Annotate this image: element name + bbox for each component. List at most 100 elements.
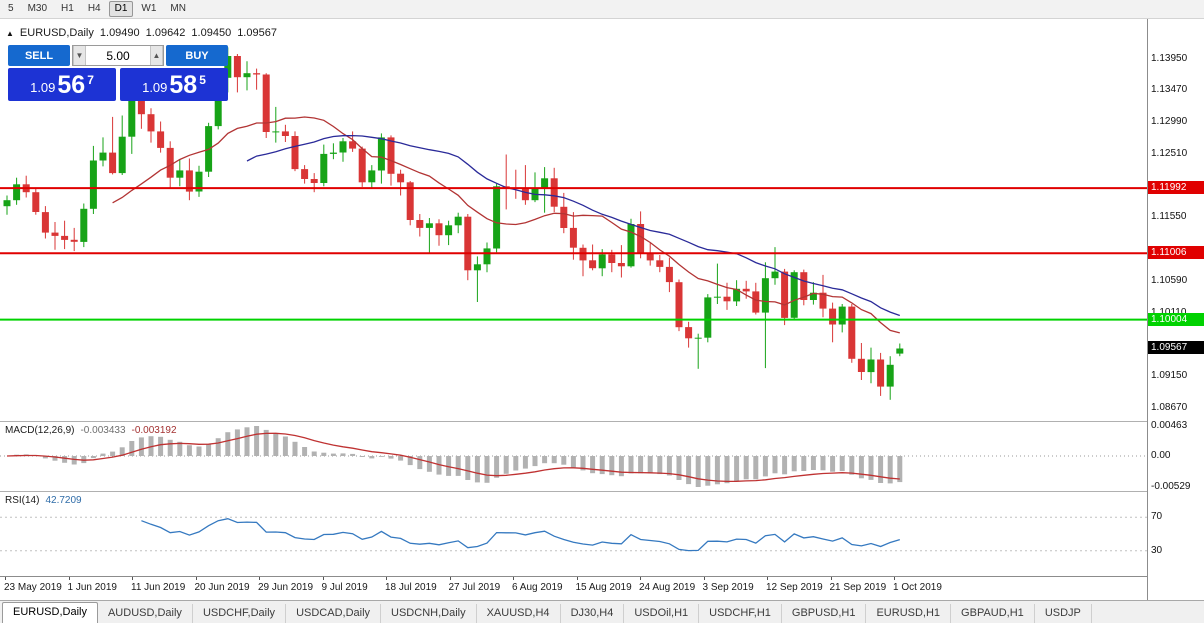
date-label: 18 Jul 2019: [385, 582, 437, 593]
price-tick: 1.10590: [1151, 274, 1188, 286]
date-label: 9 Jul 2019: [321, 582, 368, 593]
date-tick: [68, 577, 70, 580]
price-tick: 1.10110: [1151, 307, 1186, 318]
sell-price-display[interactable]: 1.09 56 7: [8, 68, 116, 101]
chart-tab-gbpaud-h1[interactable]: GBPAUD,H1: [951, 604, 1035, 623]
date-label: 11 Jun 2019: [131, 582, 186, 593]
date-label: 29 Jun 2019: [258, 582, 314, 593]
date-axis[interactable]: 23 May 2019 1 Jun 2019 11 Jun 2019 20 Jun 2…: [0, 576, 1147, 600]
chart-tab-usdchf-h1[interactable]: USDCHF,H1: [699, 604, 782, 623]
panel-toggle-icon[interactable]: ▲: [6, 28, 14, 38]
date-tick: [322, 577, 324, 580]
date-tick: [5, 577, 6, 580]
sell-price-big: 56: [57, 70, 86, 99]
date-tick: [449, 577, 451, 580]
price-tick: 1.09150: [1151, 370, 1188, 382]
chart-tab-usdcad-daily[interactable]: USDCAD,Daily: [286, 604, 382, 623]
date-label: 3 Sep 2019: [702, 582, 754, 593]
date-tick: [640, 577, 641, 580]
chart-tab-eurusd-h1[interactable]: EURUSD,H1: [866, 604, 952, 623]
rsi-value: 42.7209: [45, 495, 82, 506]
buy-price-big: 58: [169, 70, 198, 99]
chart-tab-usdjp[interactable]: USDJP: [1035, 604, 1092, 623]
chart-tab-usdcnh-daily[interactable]: USDCNH,Daily: [381, 604, 477, 623]
date-label: 24 Aug 2019: [639, 582, 696, 593]
rsi-title: RSI(14): [5, 495, 40, 506]
price-chart[interactable]: [0, 19, 1147, 421]
ohlc-high: 1.09642: [145, 27, 186, 39]
date-label: 15 Aug 2019: [575, 582, 632, 593]
current-price-flag: 1.09567: [1148, 341, 1204, 355]
chart-tab-eurusd-daily[interactable]: EURUSD,Daily: [2, 602, 98, 623]
macd-pane-divider[interactable]: [0, 421, 1204, 422]
date-tick: [386, 577, 387, 580]
volume-down-icon[interactable]: ▼: [73, 46, 86, 65]
sell-price-base: 1.09: [30, 79, 56, 95]
volume-up-icon[interactable]: ▲: [150, 46, 163, 65]
hline-price-flag: 1.11992: [1148, 181, 1204, 195]
timeframe-button-m30[interactable]: M30: [27, 3, 48, 14]
volume-value[interactable]: 5.00: [106, 48, 130, 63]
chart-tab-usdchf-daily[interactable]: USDCHF,Daily: [193, 604, 287, 623]
buy-price-sup: 5: [199, 72, 206, 87]
date-label: 21 Sep 2019: [829, 582, 887, 593]
timeframe-button-h1[interactable]: H1: [61, 3, 74, 14]
rsi-axis-label: 70: [1151, 511, 1163, 523]
date-label: 20 Jun 2019: [194, 582, 250, 593]
timeframe-button-w1[interactable]: W1: [141, 3, 157, 14]
rsi-axis-label: 30: [1151, 544, 1163, 556]
ohlc-open: 1.09490: [99, 27, 140, 39]
date-tick: [195, 577, 197, 580]
chart-header: ▲ EURUSD,Daily 1.09490 1.09642 1.09450 1…: [6, 27, 277, 39]
macd-title: MACD(12,26,9): [5, 425, 75, 436]
sell-button[interactable]: SELL: [8, 45, 70, 66]
chart-tab-gbpusd-h1[interactable]: GBPUSD,H1: [782, 604, 867, 623]
buy-price-base: 1.09: [142, 79, 168, 95]
timeframe-button-d1[interactable]: D1: [108, 1, 134, 17]
price-tick: 1.12510: [1151, 147, 1188, 159]
chart-symbol-label: EURUSD,Daily: [19, 27, 94, 39]
price-tick: 1.13470: [1151, 84, 1188, 96]
ohlc-low: 1.09450: [191, 27, 232, 39]
macd-main-value: -0.003433: [80, 425, 126, 436]
date-tick: [132, 577, 133, 580]
macd-chart[interactable]: [0, 422, 1147, 491]
macd-axis-label: 0.00: [1151, 449, 1171, 461]
hline-price-flag: 1.10004: [1148, 312, 1204, 326]
timeframe-button-h4[interactable]: H4: [87, 3, 101, 14]
price-tick: 1.12990: [1151, 116, 1188, 128]
date-tick: [767, 577, 768, 580]
date-tick: [576, 577, 578, 580]
price-axis[interactable]: 1.13950 1.13470 1.12990 1.12510 1.11550 1.105…: [1147, 19, 1204, 600]
date-label: 23 May 2019: [4, 582, 62, 593]
date-tick: [513, 577, 514, 580]
chart-tab-xauusd-h4[interactable]: XAUUSD,H4: [477, 604, 561, 623]
sell-price-sup: 7: [87, 72, 94, 87]
timeframe-button-mn[interactable]: MN: [170, 3, 186, 14]
volume-stepper[interactable]: ▼ 5.00 ▲: [72, 45, 164, 66]
timeframe-button-5[interactable]: 5: [8, 3, 14, 14]
date-tick: [894, 577, 895, 580]
price-tick: 1.08670: [1151, 401, 1188, 413]
date-label: 1 Oct 2019: [893, 582, 942, 593]
rsi-chart[interactable]: [0, 492, 1147, 576]
chart-tab-bar: EURUSD,Daily AUDUSD,Daily USDCHF,Daily USDC…: [0, 600, 1204, 623]
chart-tab-usdoil-h1[interactable]: USDOil,H1: [624, 604, 700, 623]
chart-tab-audusd-daily[interactable]: AUDUSD,Daily: [98, 604, 193, 623]
date-label: 1 Jun 2019: [67, 582, 118, 593]
macd-label: MACD(12,26,9) -0.003433 -0.003192: [5, 425, 177, 436]
macd-axis-label: 0.00463: [1151, 420, 1188, 431]
chart-tab-dj30-h4[interactable]: DJ30,H4: [561, 604, 625, 623]
buy-price-display[interactable]: 1.09 58 5: [120, 68, 228, 101]
price-tick: 1.11550: [1151, 211, 1187, 223]
price-tick: 1.13950: [1151, 52, 1188, 64]
date-label: 6 Aug 2019: [512, 582, 563, 593]
rsi-pane-divider[interactable]: [0, 491, 1204, 492]
rsi-label: RSI(14) 42.7209: [5, 495, 82, 506]
macd-signal-value: -0.003192: [131, 425, 177, 436]
macd-axis-label: -0.00529: [1151, 481, 1191, 492]
chart-window: ▲ EURUSD,Daily 1.09490 1.09642 1.09450 1…: [0, 19, 1204, 600]
date-tick: [259, 577, 260, 580]
buy-button[interactable]: BUY: [166, 45, 228, 66]
